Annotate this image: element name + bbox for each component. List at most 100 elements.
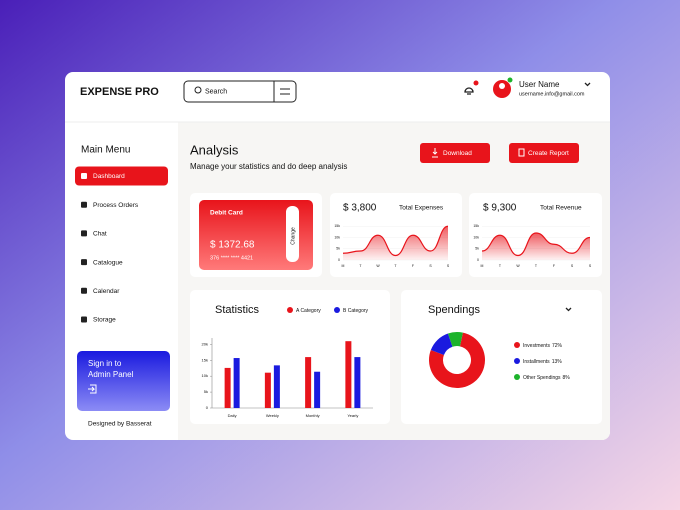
donut-slice <box>447 332 463 347</box>
y-tick-label: 0 <box>206 405 209 410</box>
download-icon <box>432 148 438 158</box>
legend-label: Investments <box>523 343 550 349</box>
bar <box>264 372 271 408</box>
legend-label: B Category <box>343 308 369 314</box>
bar <box>345 341 352 408</box>
card-balance: $ 1372.68 <box>210 240 255 251</box>
x-tick-label: S <box>429 264 432 268</box>
x-tick-label: Daily <box>228 413 237 418</box>
bar <box>314 371 321 408</box>
x-tick-label: T <box>359 264 362 268</box>
legend-swatch <box>287 307 293 313</box>
x-tick-label: M <box>481 264 484 268</box>
menu-icon <box>81 173 87 179</box>
line <box>481 232 591 257</box>
user-name: User Name <box>519 80 560 89</box>
button-label: Download <box>443 150 472 157</box>
y-tick-label: 15k <box>334 224 340 228</box>
spendings-caret[interactable] <box>565 307 572 312</box>
legend-value: 13% <box>552 359 563 365</box>
filter-icon[interactable] <box>280 88 290 95</box>
x-tick-label: M <box>342 264 345 268</box>
x-tick-label: S <box>447 264 450 268</box>
x-tick-label: T <box>535 264 538 268</box>
x-tick-label: Weekly <box>266 413 279 418</box>
menu-icon <box>81 316 87 323</box>
x-tick-label: F <box>412 264 414 268</box>
line <box>342 225 449 257</box>
card-number: 376 **** **** 4421 <box>210 255 253 261</box>
menu-icon <box>81 230 87 237</box>
bar <box>233 358 240 408</box>
debit-card <box>199 200 313 270</box>
online-dot <box>507 77 513 83</box>
chart-title: Statistics <box>215 304 260 316</box>
bar <box>305 357 312 408</box>
x-tick-label: Monthly <box>306 413 320 418</box>
y-tick-label: 10k <box>473 235 479 239</box>
donut-slice <box>428 332 486 389</box>
revenue-amount: $ 9,300 <box>483 203 517 214</box>
x-tick-label: Yearly <box>347 413 358 418</box>
promo-line: Admin Panel <box>88 370 134 379</box>
legend-swatch <box>514 342 520 348</box>
x-tick-label: T <box>499 264 502 268</box>
legend-value: 8% <box>563 375 571 381</box>
page-subtitle: Manage your statistics and do deep analy… <box>190 162 347 171</box>
legend-swatch <box>514 374 520 380</box>
donut-slice <box>430 333 453 356</box>
menu-item[interactable]: Process Orders <box>93 202 139 209</box>
y-tick-label: 20k <box>202 341 208 346</box>
y-tick-label: 10k <box>334 235 340 239</box>
y-tick-label: 5k <box>204 389 208 394</box>
menu-item[interactable]: Dashboard <box>93 173 125 180</box>
x-tick-label: W <box>516 264 520 268</box>
y-tick-label: 5k <box>475 247 479 251</box>
brand: EXPENSE PRO <box>80 86 159 98</box>
y-tick-label: 10k <box>202 373 208 378</box>
notify-dot <box>473 80 479 86</box>
menu-item[interactable]: Chat <box>93 231 107 238</box>
menu-item-active[interactable] <box>75 166 168 186</box>
user-email: username.info@gmail.com <box>519 91 585 97</box>
menu-item[interactable]: Calendar <box>93 288 120 295</box>
search-box[interactable] <box>183 80 297 103</box>
change-button[interactable] <box>286 206 299 262</box>
legend-label: A Category <box>296 308 321 314</box>
login-icon <box>88 384 97 394</box>
y-tick-label: 15k <box>473 224 479 228</box>
promo-card[interactable] <box>77 351 170 411</box>
legend-swatch <box>514 358 520 364</box>
bar <box>224 367 231 408</box>
legend-label: Installments <box>523 359 550 365</box>
bar <box>354 357 361 408</box>
bell-icon[interactable] <box>464 87 474 95</box>
x-tick-label: F <box>553 264 555 268</box>
y-tick-label: 0 <box>338 258 340 262</box>
report-button[interactable] <box>509 143 579 163</box>
expenses-label: Total Expenses <box>399 205 444 212</box>
menu-icon <box>81 201 87 208</box>
legend-label: Other Spendings <box>523 375 561 381</box>
card-title: Debit Card <box>210 210 243 217</box>
menu-item[interactable]: Catalogue <box>93 259 123 266</box>
expenses-amount: $ 3,800 <box>343 203 377 214</box>
x-tick-label: S <box>589 264 592 268</box>
promo-line: Sign in to <box>88 359 122 368</box>
y-tick-label: 15k <box>202 357 208 362</box>
user-menu-caret[interactable] <box>584 82 591 87</box>
chart-title: Spendings <box>428 304 480 316</box>
x-tick-label: W <box>376 264 380 268</box>
search-icon <box>194 86 202 94</box>
statistics-panel <box>190 290 390 424</box>
area <box>343 226 448 260</box>
menu-icon <box>81 259 87 266</box>
y-tick-label: 5k <box>336 247 340 251</box>
bar <box>273 365 280 408</box>
revenue-label: Total Revenue <box>540 205 582 212</box>
page-title: Analysis <box>190 142 239 157</box>
menu-item[interactable]: Storage <box>93 317 116 324</box>
download-button[interactable] <box>420 143 490 163</box>
legend-swatch <box>334 307 340 313</box>
